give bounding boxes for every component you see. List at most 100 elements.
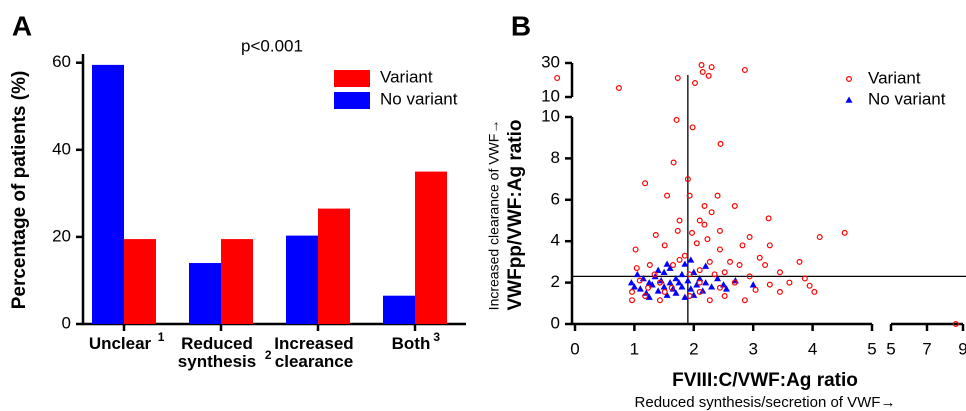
panel-letter: A (12, 10, 32, 41)
x-tick-label-line: Both (392, 334, 431, 353)
panel-letter: B (511, 10, 531, 41)
point (663, 291, 671, 298)
y-tick-label: 0 (551, 313, 560, 332)
point (636, 285, 644, 292)
point (752, 286, 759, 293)
y-tick-label: 6 (551, 189, 560, 208)
point (670, 262, 677, 269)
x-tick-label: 4 (808, 339, 817, 358)
point (629, 297, 636, 304)
point (661, 288, 668, 295)
point (716, 227, 723, 234)
point (675, 279, 683, 286)
point (704, 236, 711, 243)
y-axis-title: Percentage of patients (%) (9, 71, 30, 310)
point (668, 284, 675, 291)
p-value: p<0.001 (241, 36, 303, 55)
point (615, 84, 622, 91)
point (687, 256, 695, 263)
point (689, 124, 696, 131)
y-tick-label: 40 (52, 139, 71, 158)
point (706, 258, 713, 265)
x-tick-label-line: synthesis (178, 352, 256, 371)
point (661, 242, 668, 249)
x-tick-label-line: Increased (274, 334, 353, 353)
point (722, 285, 730, 292)
point (656, 279, 663, 286)
point (699, 69, 706, 76)
point (652, 231, 659, 238)
legend-swatch (334, 70, 370, 87)
point (714, 274, 722, 282)
y-axis-note: Increased clearance of VWF→ (486, 120, 502, 311)
point (731, 203, 738, 210)
point (651, 272, 659, 280)
point (666, 264, 674, 271)
y-tick-label: 30 (541, 52, 560, 71)
point (681, 252, 688, 259)
point (736, 262, 743, 269)
bar (286, 235, 318, 324)
footnote-mark: 2 (265, 348, 272, 362)
point (666, 279, 674, 286)
point (670, 159, 677, 166)
point (708, 209, 715, 216)
point (696, 279, 703, 286)
point (721, 269, 728, 276)
x-tick-label-line: clearance (275, 352, 353, 371)
x-tick-label: 5 (867, 339, 876, 358)
point (674, 74, 681, 81)
point (632, 246, 639, 253)
x-axis-note: Reduced synthesis/secretion of VWF→ (635, 394, 896, 411)
bar (415, 171, 447, 324)
y-axis-title: VWFpp/VWF:Ag ratio (505, 119, 526, 310)
point (627, 279, 635, 286)
x-tick-label: Both (392, 334, 431, 353)
point (811, 288, 818, 295)
point (721, 293, 728, 300)
point (646, 262, 653, 269)
legend-label: Variant (868, 68, 921, 87)
point (762, 262, 769, 269)
x-axis-title: FVIII:C/VWF:Ag ratio (672, 370, 858, 391)
legend-label: No variant (380, 89, 458, 108)
point (629, 288, 636, 295)
point (741, 297, 748, 304)
point (702, 279, 710, 286)
legend-label: Variant (380, 67, 433, 86)
point (786, 279, 793, 286)
point (696, 217, 703, 224)
point (801, 275, 808, 282)
point (684, 277, 692, 284)
x-tick-label: 3 (748, 339, 757, 358)
bar (318, 208, 350, 324)
bar (383, 295, 415, 324)
point (708, 64, 715, 71)
x-tick-label: Unclear (89, 334, 152, 353)
point (678, 283, 686, 290)
y-tick-label: 10 (541, 106, 560, 125)
point (676, 256, 683, 263)
point (696, 267, 703, 274)
point (749, 281, 757, 288)
point (654, 266, 662, 273)
point (633, 270, 641, 278)
point (741, 66, 748, 73)
point (701, 221, 708, 228)
point (674, 227, 681, 234)
x-tick-label: 0 (570, 339, 579, 358)
point (716, 246, 723, 253)
y-tick-label: 0 (62, 313, 71, 332)
point (651, 271, 658, 278)
point (711, 271, 718, 278)
bar (189, 263, 221, 324)
x-tick-label: Increased clearance (274, 334, 353, 371)
point (706, 297, 713, 304)
point (664, 192, 671, 199)
point (660, 268, 668, 276)
point (673, 116, 680, 123)
bar (124, 239, 156, 324)
point (691, 80, 698, 87)
point (756, 254, 763, 261)
